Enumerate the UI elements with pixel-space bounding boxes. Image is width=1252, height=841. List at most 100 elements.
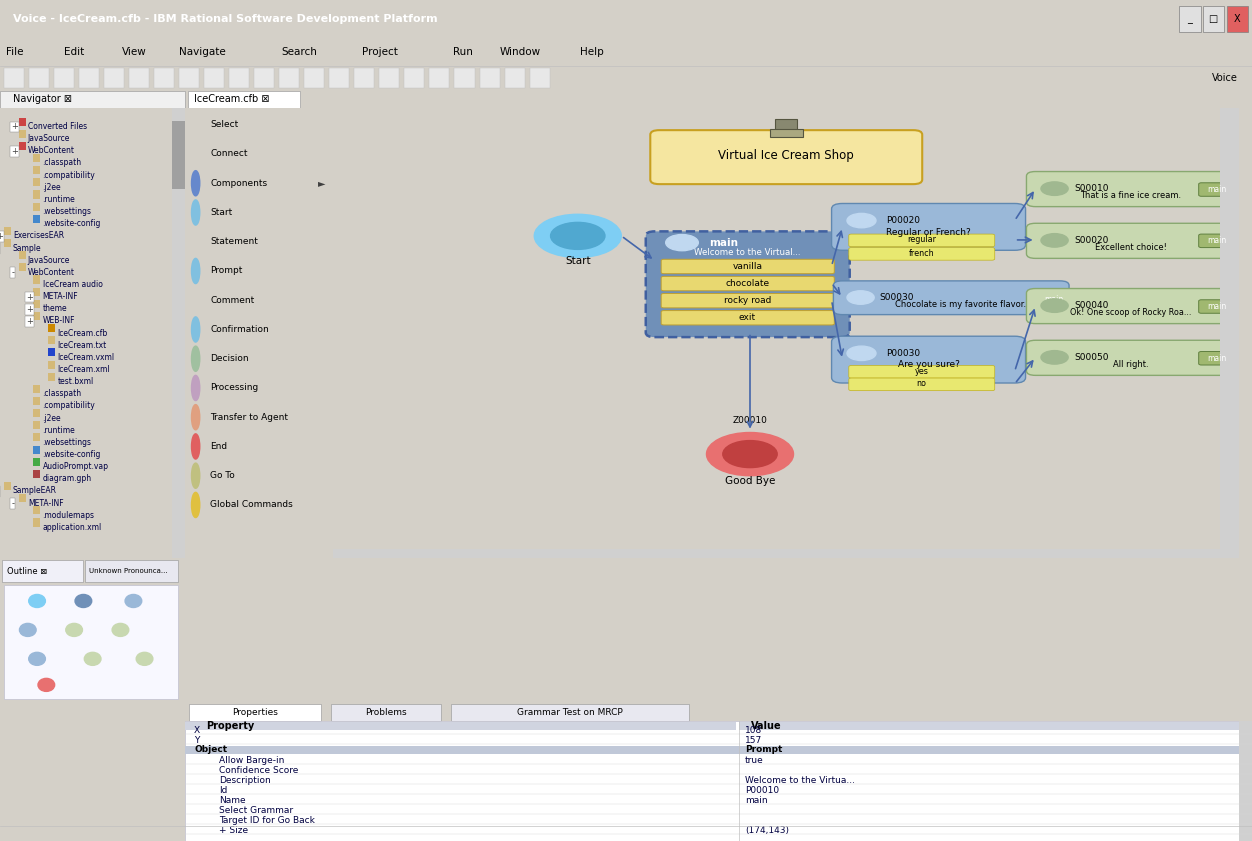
Bar (34, 518, 40, 526)
FancyBboxPatch shape (354, 68, 374, 88)
FancyBboxPatch shape (29, 68, 49, 88)
Circle shape (136, 653, 153, 665)
Text: +: + (11, 147, 18, 156)
Text: META-INF: META-INF (28, 499, 64, 508)
FancyBboxPatch shape (1027, 288, 1234, 324)
Bar (4, 239, 11, 247)
Text: S00040: S00040 (1074, 301, 1109, 310)
Text: Virtual Ice Cream Shop: Virtual Ice Cream Shop (719, 150, 854, 162)
Bar (4, 482, 11, 490)
Bar (34, 312, 40, 320)
Text: Voice: Voice (1212, 73, 1238, 83)
Text: Processing: Processing (210, 383, 259, 393)
FancyBboxPatch shape (1, 560, 84, 582)
Text: P00020: P00020 (886, 216, 920, 225)
Text: Allow Barge-in: Allow Barge-in (219, 756, 284, 764)
Text: diagram.gph: diagram.gph (43, 474, 91, 484)
Bar (48, 361, 55, 368)
Circle shape (551, 222, 605, 250)
Text: WEB-INF: WEB-INF (43, 316, 75, 325)
Text: Description: Description (219, 775, 270, 785)
FancyBboxPatch shape (1203, 6, 1224, 32)
Text: Name: Name (219, 796, 245, 805)
Text: ►: ► (318, 178, 326, 188)
Circle shape (192, 171, 200, 196)
Text: exit: exit (739, 313, 756, 322)
Text: WebContent: WebContent (28, 267, 75, 277)
Bar (19, 130, 25, 138)
Text: Select Grammar: Select Grammar (219, 806, 293, 815)
Text: (174,143): (174,143) (745, 826, 789, 834)
Circle shape (29, 653, 45, 665)
Bar (34, 506, 40, 515)
Text: 157: 157 (745, 736, 762, 745)
Text: main: main (1207, 185, 1227, 194)
FancyBboxPatch shape (849, 234, 995, 246)
Bar (48, 348, 55, 357)
Circle shape (192, 317, 200, 342)
Text: S00050: S00050 (1074, 353, 1109, 362)
FancyBboxPatch shape (849, 378, 995, 391)
Text: .website-config: .website-config (43, 450, 101, 459)
Text: .runtime: .runtime (43, 195, 75, 204)
Text: main: main (1207, 302, 1227, 311)
Text: no: no (916, 379, 926, 389)
Circle shape (113, 623, 129, 637)
Text: WebContent: WebContent (28, 146, 75, 156)
FancyBboxPatch shape (304, 68, 324, 88)
Text: +: + (0, 232, 4, 241)
FancyBboxPatch shape (831, 204, 1025, 251)
Text: Converted Files: Converted Files (28, 122, 86, 131)
Circle shape (848, 346, 876, 361)
Circle shape (192, 434, 200, 459)
Circle shape (66, 623, 83, 637)
Text: Properties: Properties (232, 708, 278, 717)
Text: Global Commands: Global Commands (210, 500, 293, 510)
Text: Chocolate is my favorite flavor.: Chocolate is my favorite flavor. (895, 300, 1025, 309)
Text: IceCream.txt: IceCream.txt (58, 341, 106, 350)
FancyBboxPatch shape (85, 560, 178, 582)
Text: JavaSource: JavaSource (28, 256, 70, 265)
Text: Problems: Problems (364, 708, 407, 717)
Text: IceCream.cfb ⊠: IceCream.cfb ⊠ (194, 94, 269, 104)
Text: application.xml: application.xml (43, 523, 101, 532)
FancyBboxPatch shape (331, 704, 441, 721)
Text: .websettings: .websettings (43, 207, 91, 216)
Text: Statement: Statement (210, 237, 258, 246)
Text: Project: Project (362, 47, 398, 56)
FancyBboxPatch shape (254, 68, 274, 88)
Text: Confidence Score: Confidence Score (219, 765, 298, 775)
Text: Good Bye: Good Bye (725, 476, 775, 486)
Text: main: main (745, 796, 767, 805)
Text: Help: Help (580, 47, 603, 56)
Text: Components: Components (210, 179, 268, 188)
Text: + Size: + Size (219, 826, 248, 834)
FancyBboxPatch shape (1035, 293, 1073, 306)
Bar (34, 167, 40, 174)
Text: Edit: Edit (64, 47, 84, 56)
Bar (770, 129, 803, 137)
Circle shape (848, 291, 874, 304)
FancyBboxPatch shape (646, 231, 850, 337)
Text: -: - (11, 268, 14, 278)
FancyBboxPatch shape (404, 68, 424, 88)
Circle shape (1040, 299, 1068, 312)
Text: Outline ⊠: Outline ⊠ (8, 567, 48, 576)
FancyBboxPatch shape (279, 68, 299, 88)
FancyBboxPatch shape (849, 366, 995, 378)
Text: IceCream.cfb: IceCream.cfb (58, 329, 108, 337)
Text: Search: Search (282, 47, 318, 56)
FancyBboxPatch shape (831, 336, 1025, 383)
Text: IceCream.vxml: IceCream.vxml (58, 353, 115, 362)
FancyBboxPatch shape (179, 68, 199, 88)
Text: Property: Property (207, 721, 255, 731)
Text: IceCream audio: IceCream audio (43, 280, 103, 289)
Circle shape (75, 595, 91, 607)
Bar (19, 495, 25, 502)
Text: Select: Select (210, 120, 239, 130)
Text: Comment: Comment (210, 296, 254, 304)
Text: SampleEAR: SampleEAR (13, 486, 58, 495)
Circle shape (666, 235, 699, 251)
FancyBboxPatch shape (480, 68, 500, 88)
Text: AudioPrompt.vap: AudioPrompt.vap (43, 463, 109, 471)
